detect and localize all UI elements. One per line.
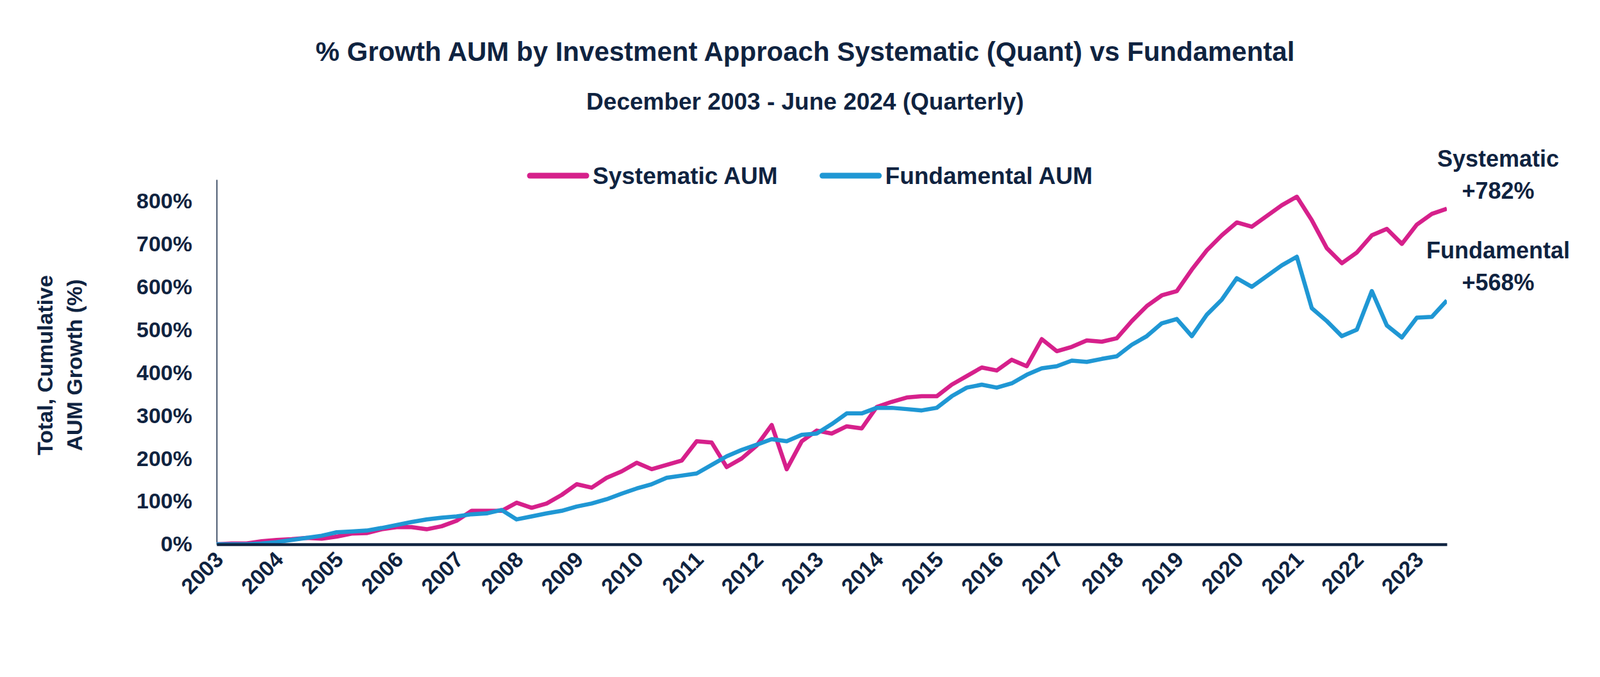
- x-tick: 2017: [1016, 544, 1068, 598]
- x-tick: 2018: [1076, 544, 1128, 598]
- annotation: +782%: [1461, 177, 1535, 204]
- x-tick: 2006: [356, 544, 408, 598]
- x-tick-label: 2010: [596, 546, 648, 598]
- y-axis-title: Total, CumulativeAUM Growth (%): [32, 274, 87, 455]
- x-tick-label: 2005: [296, 546, 348, 598]
- x-tick: 2022: [1316, 544, 1369, 598]
- legend-label: Fundamental AUM: [885, 162, 1093, 190]
- y-tick: 100%: [136, 488, 217, 513]
- x-tick: 2003: [176, 544, 228, 598]
- y-tick: 500%: [136, 317, 217, 342]
- y-tick-label: 400%: [136, 360, 193, 385]
- y-axis-line: [216, 180, 218, 545]
- x-tick-label: 2023: [1376, 546, 1428, 598]
- annotation: +568%: [1461, 269, 1535, 296]
- y-tick-label: 500%: [136, 317, 193, 342]
- x-tick-label: 2019: [1136, 546, 1188, 598]
- x-tick: 2004: [236, 544, 288, 598]
- y-tick: 400%: [136, 360, 217, 385]
- x-tick: 2014: [836, 544, 888, 598]
- x-tick-label: 2020: [1196, 546, 1248, 598]
- y-tick-label: 600%: [136, 274, 193, 299]
- x-tick: 2021: [1256, 544, 1308, 598]
- x-tick: 2019: [1136, 544, 1188, 598]
- x-tick-label: 2004: [236, 546, 288, 598]
- legend-label: Systematic AUM: [592, 162, 778, 190]
- annotation: Systematic: [1437, 145, 1559, 172]
- x-tick: 2013: [776, 544, 828, 598]
- y-axis: 0% 100% 200% 300% 400% 500% 600% 700% 800%: [136, 180, 217, 557]
- series-line: [216, 196, 1447, 545]
- x-tick: 2009: [536, 544, 588, 598]
- y-tick: 200%: [136, 445, 217, 470]
- x-tick-label: 2013: [776, 546, 828, 598]
- y-tick-label: 0%: [160, 531, 193, 556]
- y-tick: 800%: [136, 188, 217, 213]
- x-tick: 2012: [716, 544, 768, 598]
- legend-swatch: [529, 173, 587, 179]
- legend-item: Fundamental AUM: [822, 162, 1093, 190]
- x-tick-label: 2006: [356, 546, 408, 598]
- annotation: Fundamental: [1426, 237, 1570, 264]
- legend-swatch: [822, 173, 880, 179]
- x-axis-line: [217, 542, 1448, 546]
- x-tick-label: 2015: [896, 546, 948, 598]
- x-tick-label: 2012: [716, 546, 768, 598]
- x-tick: 2005: [296, 544, 348, 598]
- x-tick-label: 2014: [836, 546, 888, 598]
- y-axis-title-line: Total, Cumulative: [32, 274, 58, 455]
- x-tick-label: 2011: [657, 546, 709, 598]
- series-line: [216, 256, 1447, 545]
- legend-item: Systematic AUM: [529, 162, 778, 190]
- y-tick-label: 700%: [136, 231, 193, 256]
- title: % Growth AUM by Investment Approach Syst…: [315, 36, 1295, 67]
- chart: % Growth AUM by Investment Approach Syst…: [0, 0, 1600, 677]
- x-axis: 2003200420052006200720082009201020112012…: [176, 544, 1447, 598]
- y-tick-label: 100%: [136, 488, 193, 513]
- x-tick-label: 2021: [1256, 546, 1308, 598]
- y-tick-label: 800%: [136, 188, 193, 213]
- plot-area: [216, 196, 1447, 545]
- x-tick: 2010: [596, 544, 648, 598]
- x-tick-label: 2008: [476, 546, 528, 598]
- y-tick: 700%: [136, 231, 217, 256]
- x-tick-label: 2017: [1016, 546, 1068, 598]
- y-tick-label: 200%: [136, 445, 193, 470]
- y-tick: 600%: [136, 274, 217, 299]
- x-tick-label: 2022: [1316, 546, 1369, 598]
- x-tick-label: 2003: [176, 546, 228, 598]
- subtitle: December 2003 - June 2024 (Quarterly): [586, 88, 1024, 115]
- x-tick: 2011: [657, 544, 709, 598]
- x-tick-label: 2016: [956, 546, 1008, 598]
- x-tick: 2016: [956, 544, 1008, 598]
- x-tick-label: 2018: [1076, 546, 1128, 598]
- x-tick-label: 2007: [416, 546, 468, 598]
- x-tick-label: 2009: [536, 546, 588, 598]
- y-tick-label: 300%: [136, 403, 193, 428]
- x-tick: 2008: [476, 544, 528, 598]
- x-tick: 2007: [416, 544, 468, 598]
- x-tick: 2023: [1376, 544, 1428, 598]
- x-tick: 2015: [896, 544, 948, 598]
- y-tick: 300%: [136, 403, 217, 428]
- y-axis-title-line: AUM Growth (%): [62, 278, 87, 451]
- x-tick: 2020: [1196, 544, 1248, 598]
- legend: Systematic AUM Fundamental AUM: [529, 162, 1093, 190]
- annotations: Systematic +782% Fundamental +568%: [1426, 145, 1570, 296]
